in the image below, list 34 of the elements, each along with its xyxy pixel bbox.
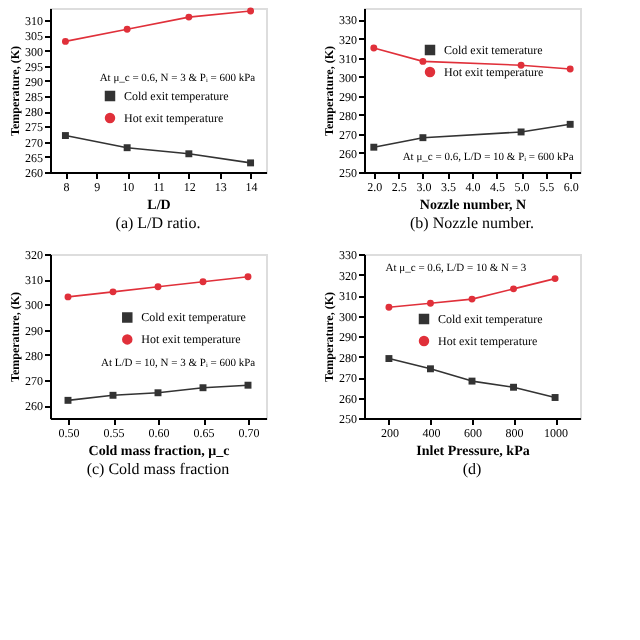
point	[244, 273, 252, 281]
text: (b) Nozzle number.	[410, 214, 534, 232]
point	[385, 303, 393, 311]
text: (c) Cold mass fraction	[86, 460, 230, 478]
point	[123, 25, 131, 33]
point	[247, 159, 255, 167]
point	[61, 37, 69, 45]
point	[370, 44, 378, 52]
text: (d)	[462, 460, 482, 478]
point	[185, 150, 193, 158]
point	[247, 7, 255, 15]
point	[123, 144, 131, 152]
point	[517, 128, 525, 136]
point	[427, 365, 434, 373]
point	[468, 295, 476, 303]
point	[109, 288, 117, 296]
point	[419, 57, 427, 65]
point	[551, 275, 559, 283]
point	[566, 65, 574, 73]
point	[64, 293, 72, 301]
text: (a) L/D ratio.	[115, 214, 201, 232]
point	[517, 61, 525, 69]
point	[551, 394, 559, 401]
point	[61, 132, 69, 140]
point	[566, 120, 574, 128]
point	[385, 355, 393, 363]
point	[199, 278, 207, 286]
point	[427, 299, 434, 307]
point	[185, 13, 193, 21]
point	[154, 283, 162, 291]
point	[370, 143, 378, 151]
point	[510, 383, 517, 391]
point	[419, 134, 427, 142]
point	[510, 285, 517, 293]
